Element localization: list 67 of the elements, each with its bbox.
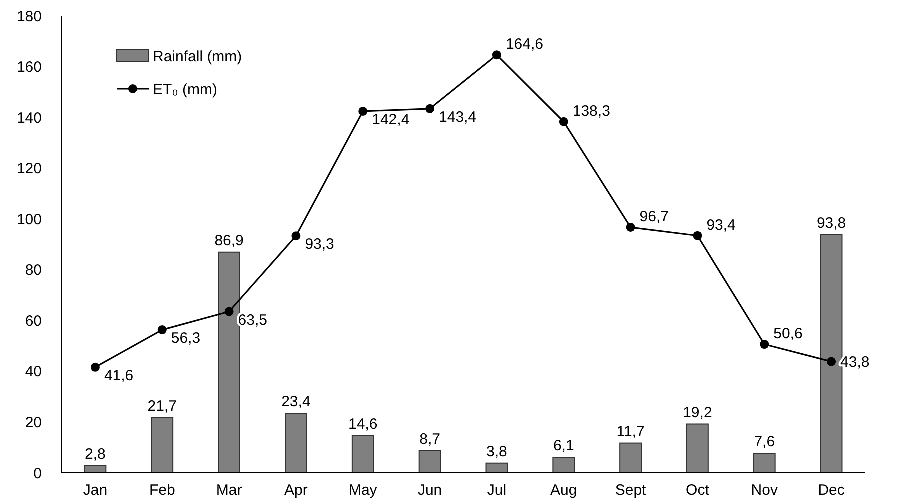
y-tick-label: 100 <box>16 211 42 228</box>
data-label: 14,6 <box>348 416 378 433</box>
data-label: 11,7 <box>616 423 645 440</box>
point <box>158 326 167 335</box>
data-label: 164,6 <box>506 36 544 54</box>
bar <box>686 424 709 474</box>
x-tick-label: Aug <box>550 482 578 499</box>
x-tick-label: Jul <box>487 482 507 499</box>
y-tick-label: 40 <box>25 364 42 381</box>
point <box>492 50 502 60</box>
data-label: 93,3 <box>305 236 334 254</box>
data-label: 142,4 <box>372 111 410 128</box>
x-tick-label: Sept <box>615 482 648 499</box>
x-tick-label: Jan <box>83 482 108 499</box>
x-tick-label: May <box>348 482 378 499</box>
data-label: 143,4 <box>439 108 477 126</box>
point <box>426 104 435 114</box>
point <box>559 117 568 126</box>
x-tick-label: Apr <box>284 482 308 499</box>
bar <box>620 442 642 474</box>
x-tick-label: Dec <box>818 482 846 499</box>
y-tick-label: 60 <box>25 312 42 330</box>
point <box>224 307 234 316</box>
bar <box>552 457 576 474</box>
data-label: 86,9 <box>214 232 244 250</box>
y-tick-label: 20 <box>25 414 42 432</box>
data-label: 3,8 <box>486 443 508 460</box>
point <box>626 222 636 232</box>
bar <box>418 450 442 474</box>
data-label: 93,8 <box>816 214 846 232</box>
data-label: 93,4 <box>706 216 736 234</box>
bar <box>753 453 776 474</box>
data-label: 21,7 <box>148 398 177 415</box>
point <box>90 362 100 372</box>
data-label: 41,6 <box>104 367 134 384</box>
bar <box>285 413 308 474</box>
data-label: 7,6 <box>754 434 776 451</box>
y-tick-label: 80 <box>25 262 42 280</box>
data-label: 23,4 <box>282 394 311 411</box>
y-tick-label: 120 <box>16 160 42 178</box>
bar <box>218 252 240 474</box>
y-tick-label: 180 <box>16 8 42 26</box>
data-label: 56,3 <box>171 330 201 348</box>
y-tick-label: 160 <box>16 59 42 76</box>
x-tick-label: Jun <box>418 482 442 499</box>
x-tick-label: Oct <box>686 482 710 499</box>
y-tick-label: 0 <box>34 465 42 482</box>
point <box>358 106 368 116</box>
x-tick-label: Feb <box>149 482 176 499</box>
bar <box>151 417 174 474</box>
data-label: 2,8 <box>85 446 106 463</box>
legend-label: ET₀ (mm) <box>153 81 218 98</box>
point <box>827 357 836 366</box>
data-label: 96,7 <box>640 208 669 226</box>
data-label: 138,3 <box>572 102 610 120</box>
data-label: 50,6 <box>774 326 803 343</box>
legend-label: Rainfall (mm) <box>153 48 242 66</box>
point <box>760 340 770 350</box>
y-tick-label: 140 <box>16 110 42 127</box>
point <box>292 232 301 241</box>
data-label: 6,1 <box>553 438 574 455</box>
data-label: 19,2 <box>683 404 712 422</box>
bar <box>352 435 374 474</box>
data-label: 8,7 <box>420 430 440 448</box>
point <box>693 231 702 240</box>
x-tick-label: Nov <box>751 482 778 499</box>
x-tick-label: Mar <box>216 482 242 499</box>
